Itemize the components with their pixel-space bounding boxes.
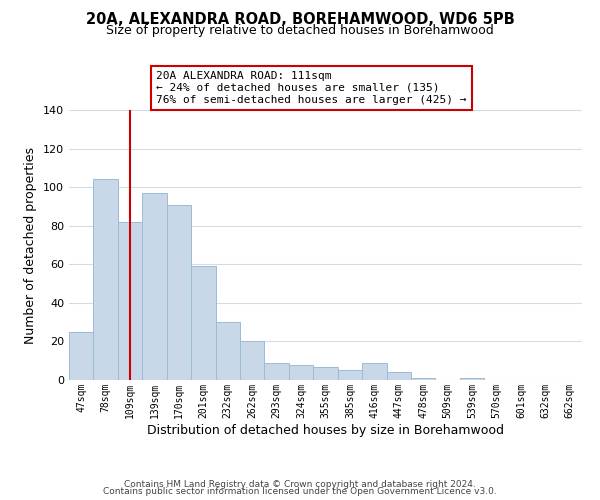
Bar	[118, 222, 142, 380]
Text: Contains public sector information licensed under the Open Government Licence v3: Contains public sector information licen…	[103, 487, 497, 496]
Bar	[411, 378, 436, 380]
Bar	[265, 362, 289, 380]
Text: 20A ALEXANDRA ROAD: 111sqm
← 24% of detached houses are smaller (135)
76% of sem: 20A ALEXANDRA ROAD: 111sqm ← 24% of deta…	[156, 72, 467, 104]
Bar	[94, 180, 118, 380]
Bar	[142, 193, 167, 380]
Text: Size of property relative to detached houses in Borehamwood: Size of property relative to detached ho…	[106, 24, 494, 37]
Text: Contains HM Land Registry data © Crown copyright and database right 2024.: Contains HM Land Registry data © Crown c…	[124, 480, 476, 489]
Bar	[289, 364, 313, 380]
Bar	[215, 322, 240, 380]
Bar	[386, 372, 411, 380]
Bar	[362, 362, 386, 380]
Text: 20A, ALEXANDRA ROAD, BOREHAMWOOD, WD6 5PB: 20A, ALEXANDRA ROAD, BOREHAMWOOD, WD6 5P…	[86, 12, 514, 28]
Bar	[167, 204, 191, 380]
Bar	[191, 266, 215, 380]
X-axis label: Distribution of detached houses by size in Borehamwood: Distribution of detached houses by size …	[147, 424, 504, 436]
Bar	[338, 370, 362, 380]
Y-axis label: Number of detached properties: Number of detached properties	[25, 146, 37, 344]
Bar	[240, 342, 265, 380]
Bar	[460, 378, 484, 380]
Bar	[69, 332, 94, 380]
Bar	[313, 366, 338, 380]
